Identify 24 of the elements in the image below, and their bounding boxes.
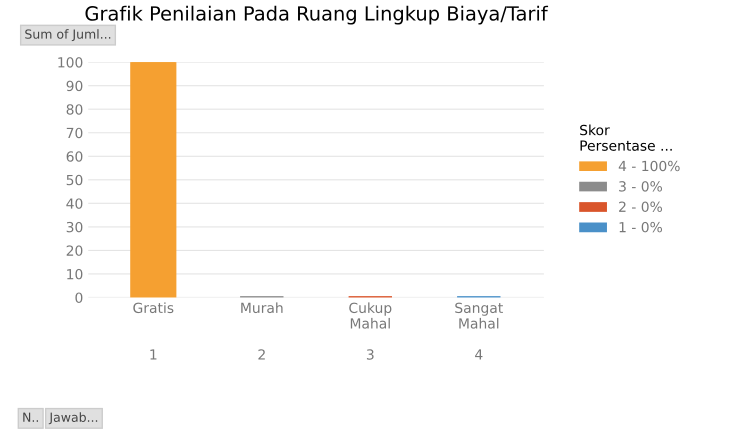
y-tick-label: 30 [66, 222, 82, 232]
legend-label: 1 - 0% [620, 222, 662, 232]
legend-title: Skor Persentase ... [580, 124, 672, 151]
y-tick-label: 0 [75, 292, 82, 303]
category-label: Cukup Mahal 3 [349, 302, 392, 360]
y-axis-title: Sum of Juml... [25, 29, 110, 42]
y-tick-label: 90 [66, 80, 82, 92]
text: Jawab... [48, 412, 98, 424]
category-label: Sangat Mahal 4 [455, 302, 503, 360]
y-tick-label: 80 [66, 104, 82, 115]
legend-label: 4 - 100% [618, 160, 680, 172]
y-tick-label: 60 [66, 151, 82, 162]
chart-title: Grafik Penilaian Pada Ruang Lingkup Biaya/Tarif [85, 6, 548, 25]
legend-label: 2 - 0% [619, 202, 662, 212]
y-tick-label: 70 [66, 128, 82, 138]
text: N.. [23, 412, 38, 422]
category-label: Murah 2 [241, 302, 283, 360]
y-tick-label: 50 [66, 174, 82, 186]
legend-label: 3 - 0% [619, 181, 662, 192]
category-label: Gratis 1 [133, 302, 174, 360]
y-tick-label: 10 [67, 268, 82, 280]
y-tick-label: 20 [66, 245, 82, 256]
y-tick-label: 100 [58, 57, 82, 68]
y-tick-label: 40 [66, 198, 82, 209]
